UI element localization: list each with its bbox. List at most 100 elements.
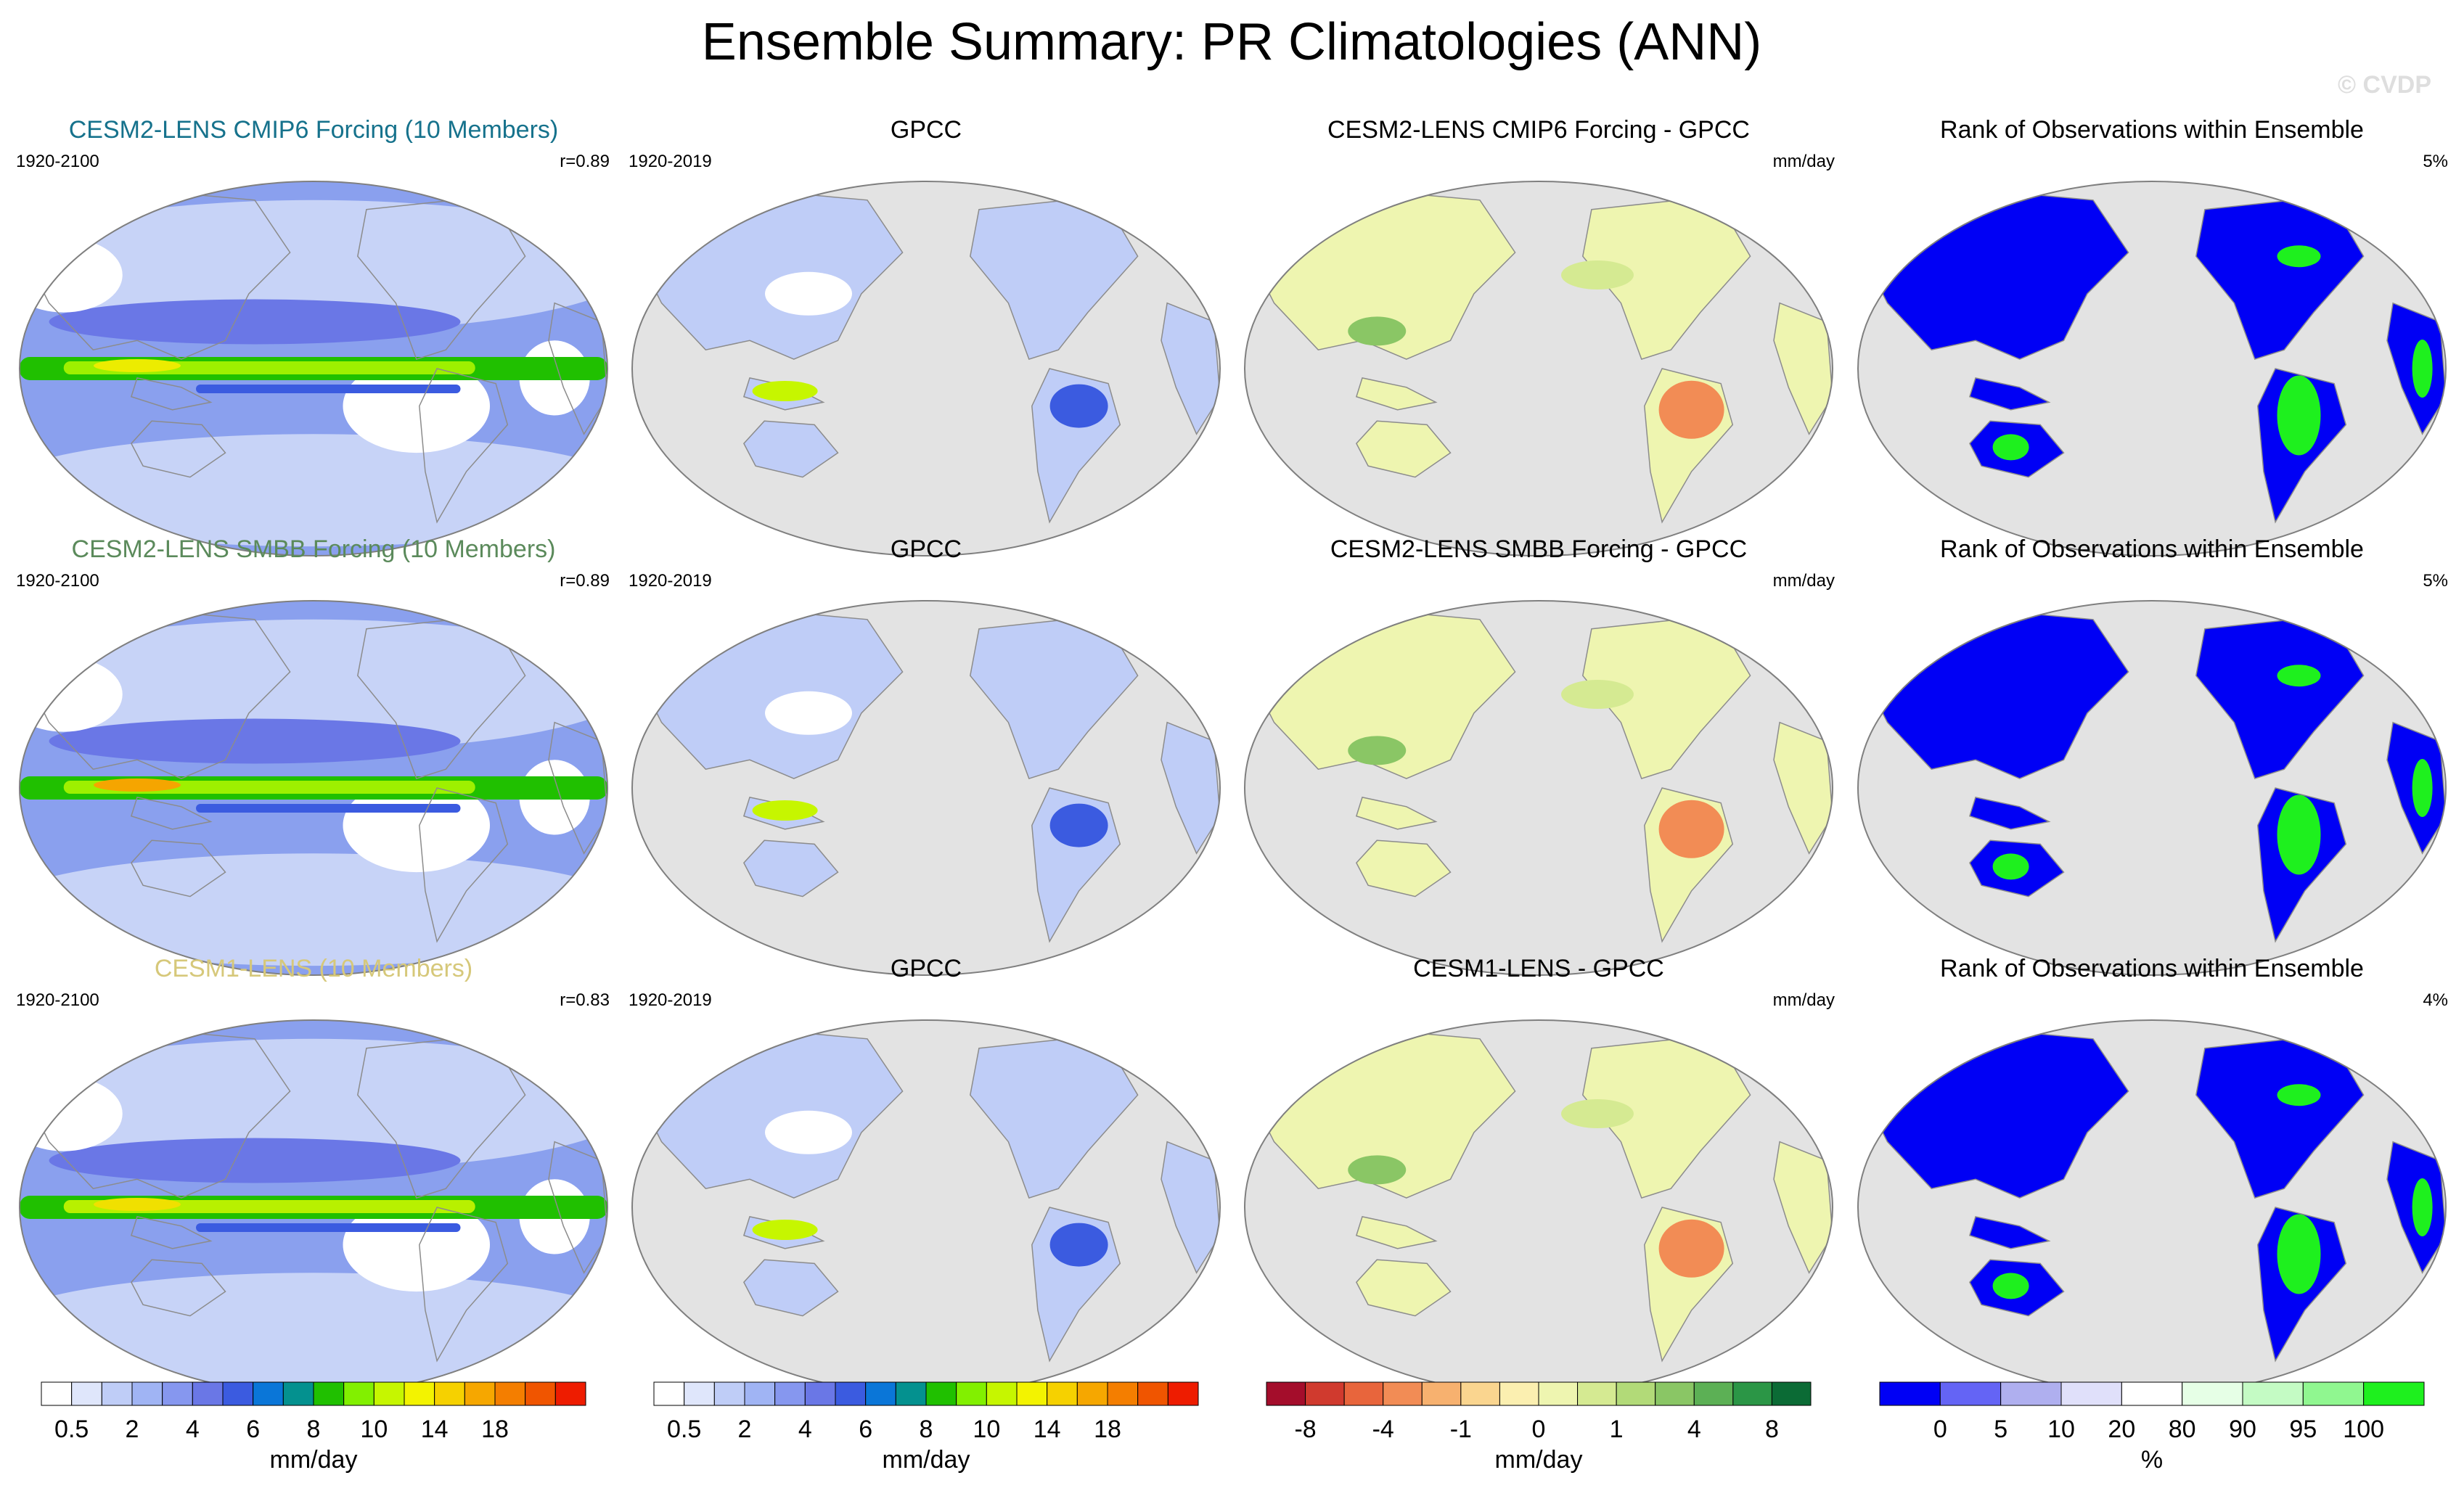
colorbar-tick-label: 95 [2289,1416,2317,1443]
colorbar-units: mm/day [270,1446,358,1474]
colorbar-tick-label: 8 [1765,1416,1779,1443]
colorbar-swatch [1343,1381,1384,1406]
colorbar-units: % [2141,1446,2163,1474]
colorbar-swatch [1771,1381,1812,1406]
colorbar-swatch [192,1381,224,1406]
panel-stat: mm/day [1773,152,1835,171]
colorbar-swatch [865,1381,896,1406]
colorbar-tick-label: 0.5 [667,1416,701,1443]
colorbar-tick-label: 14 [421,1416,449,1443]
map-outline [631,181,1221,556]
map-panel: CESM2-LENS CMIP6 Forcing - GPCC mm/day [1244,116,1835,556]
map-field [1858,181,2446,556]
panel-stat: 5% [2423,152,2448,171]
colorbar-tick-label: 0.5 [54,1416,89,1443]
map-field [20,601,607,975]
colorbar-swatch [554,1381,586,1406]
colorbar-tick-label: 6 [246,1416,260,1443]
colorbar-swatch [71,1381,102,1406]
map-field [632,181,1220,556]
colorbar-tick-label: 8 [307,1416,321,1443]
map-outline [19,600,608,976]
panel-title: CESM2-LENS CMIP6 Forcing (10 Members) [69,116,559,144]
colorbar-tick-label: -8 [1294,1416,1316,1443]
cvdp-watermark: © CVDP [2338,71,2431,99]
colorbar-swatch [343,1381,374,1406]
map-field [20,1020,607,1395]
colorbar-tick-label: 20 [2108,1416,2135,1443]
map-field [20,181,607,556]
colorbar-swatch [1167,1381,1199,1406]
colorbar-swatch [434,1381,465,1406]
colorbar-tick-label: 1 [1610,1416,1624,1443]
colorbar-swatch [925,1381,957,1406]
colorbar-swatch [2060,1381,2122,1406]
colorbar-swatch [2000,1381,2062,1406]
colorbar-swatch [41,1381,73,1406]
colorbar-swatch [2242,1381,2304,1406]
panel-title: GPCC [891,116,962,144]
colorbar-swatch [1577,1381,1617,1406]
colorbar-tick-label: -4 [1372,1416,1394,1443]
map-field [632,601,1220,975]
map-outline [1857,600,2447,976]
colorbar-swatch [313,1381,345,1406]
colorbar-swatch [684,1381,715,1406]
map-field [1245,181,1833,556]
map-outline [1857,181,2447,556]
colorbar-tick-label: 0 [1933,1416,1947,1443]
map-outline [631,600,1221,976]
colorbar-tick-label: 10 [2047,1416,2075,1443]
map-outline [1244,181,1833,556]
colorbar-tick-label: 8 [920,1416,933,1443]
map-field [1858,1020,2446,1395]
colorbar-swatch [464,1381,496,1406]
colorbar-swatch [1383,1381,1423,1406]
colorbar-tick-label: 18 [481,1416,509,1443]
panel-grid: CESM2-LENS CMIP6 Forcing (10 Members) 192… [16,116,2448,1395]
map-panel: GPCC 1920-2019 [629,955,1221,1395]
colorbar-swatch [1137,1381,1168,1406]
colorbar-swatch [653,1381,685,1406]
colorbar-tick-label: 18 [1094,1416,1121,1443]
map-panel: CESM2-LENS SMBB Forcing - GPCC mm/day [1244,535,1835,976]
panel-title: CESM2-LENS CMIP6 Forcing - GPCC [1327,116,1750,144]
colorbar-swatch [1693,1381,1734,1406]
colorbar-swatch [1047,1381,1078,1406]
panel-period: 1920-2100 [16,152,99,171]
colorbar-tick-label: 4 [1687,1416,1701,1443]
colorbar-tick-label: 6 [859,1416,872,1443]
colorbar-swatch [1016,1381,1048,1406]
colorbar: -8 -4 -1 0 1 4 8 mm/day [1266,1381,1812,1474]
colorbar-swatch [895,1381,927,1406]
panel-title: Rank of Observations within Ensemble [1940,535,2364,563]
colorbar-units: mm/day [1495,1446,1583,1474]
map-panel: CESM2-LENS SMBB Forcing (10 Members) 1920… [16,535,610,976]
colorbar-swatch [835,1381,867,1406]
colorbar-swatch [1879,1381,1941,1406]
map-panel: Rank of Observations within Ensemble 4% [1857,955,2448,1395]
panel-title: Rank of Observations within Ensemble [1940,116,2364,144]
map-field [1245,1020,1833,1395]
colorbar-swatch [956,1381,987,1406]
panel-period: 1920-2019 [629,571,712,591]
panel-period: 1920-2100 [16,990,99,1010]
colorbar-swatch [1655,1381,1695,1406]
colorbar-swatch [1460,1381,1500,1406]
colorbar-units: mm/day [883,1446,970,1474]
map-panel: CESM2-LENS CMIP6 Forcing (10 Members) 192… [16,116,610,556]
panel-title: CESM1-LENS (10 Members) [155,955,472,982]
panel-stat: r=0.89 [560,152,610,171]
panel-title: CESM2-LENS SMBB Forcing (10 Members) [72,535,556,563]
colorbar-swatch [2302,1381,2365,1406]
colorbar-swatch [1266,1381,1306,1406]
colorbar-tick-label: -1 [1450,1416,1472,1443]
colorbar-swatch [525,1381,556,1406]
colorbar-swatch [1421,1381,1462,1406]
colorbar-tick-label: 4 [798,1416,812,1443]
panel-period: 1920-2019 [629,990,712,1010]
colorbar-swatch [282,1381,314,1406]
colorbar-swatch [2121,1381,2183,1406]
